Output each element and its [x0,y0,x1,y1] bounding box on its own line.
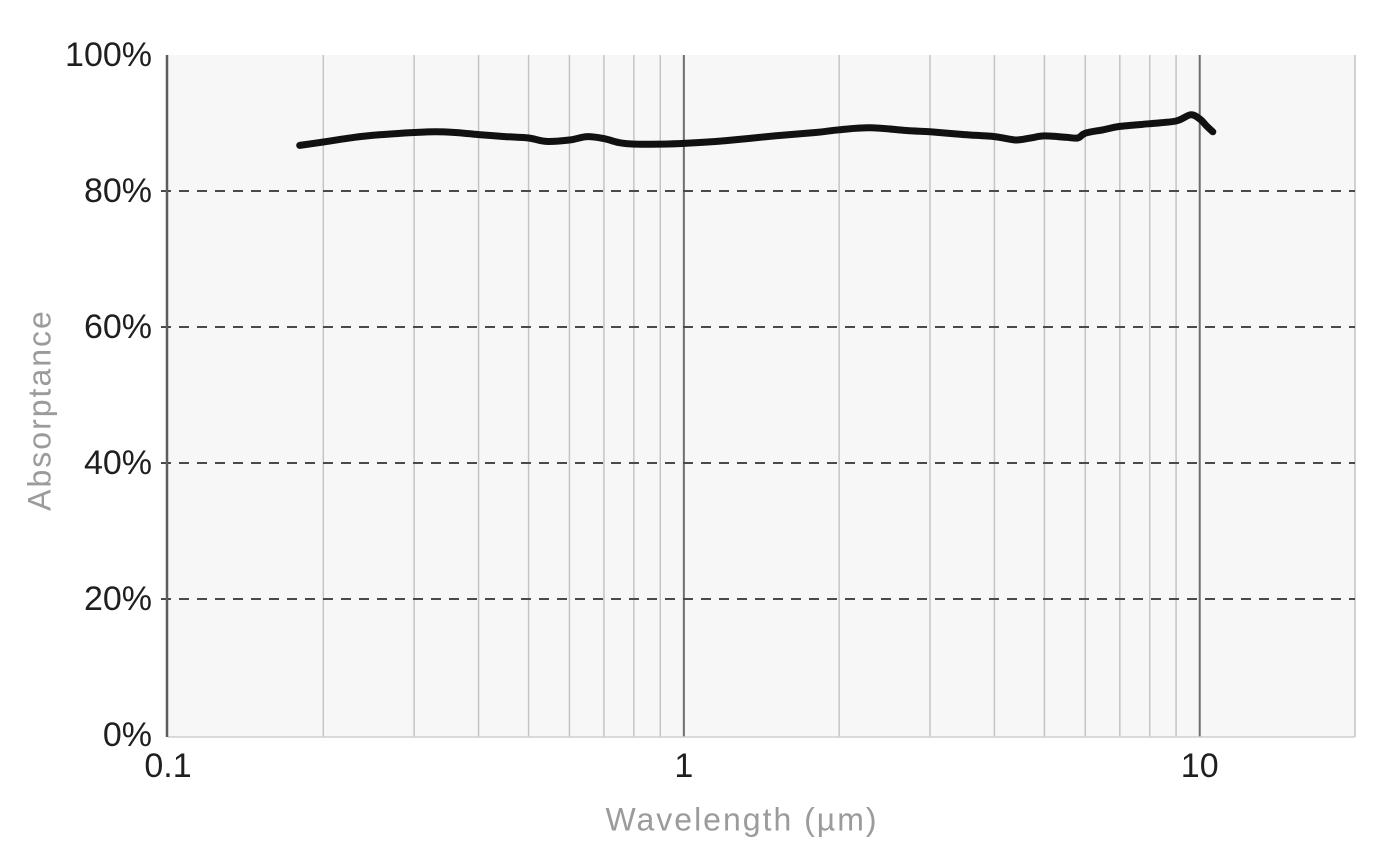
y-axis-title: Absorptance [21,309,58,511]
y-tick-label: 80% [84,172,152,210]
y-tick-label: 40% [84,444,152,482]
x-axis-title: Wavelength (µm) [605,801,879,838]
plot-area [168,55,1355,737]
y-tick-label: 60% [84,308,152,346]
y-tick-label: 0% [103,716,152,754]
x-tick-label: 1 [674,747,693,785]
absorptance-line [296,111,1217,149]
x-tick-label: 0.1 [144,747,191,785]
x-tick-label: 10 [1181,747,1219,785]
y-tick-label: 20% [84,580,152,618]
y-tick-label: 100% [65,36,152,74]
